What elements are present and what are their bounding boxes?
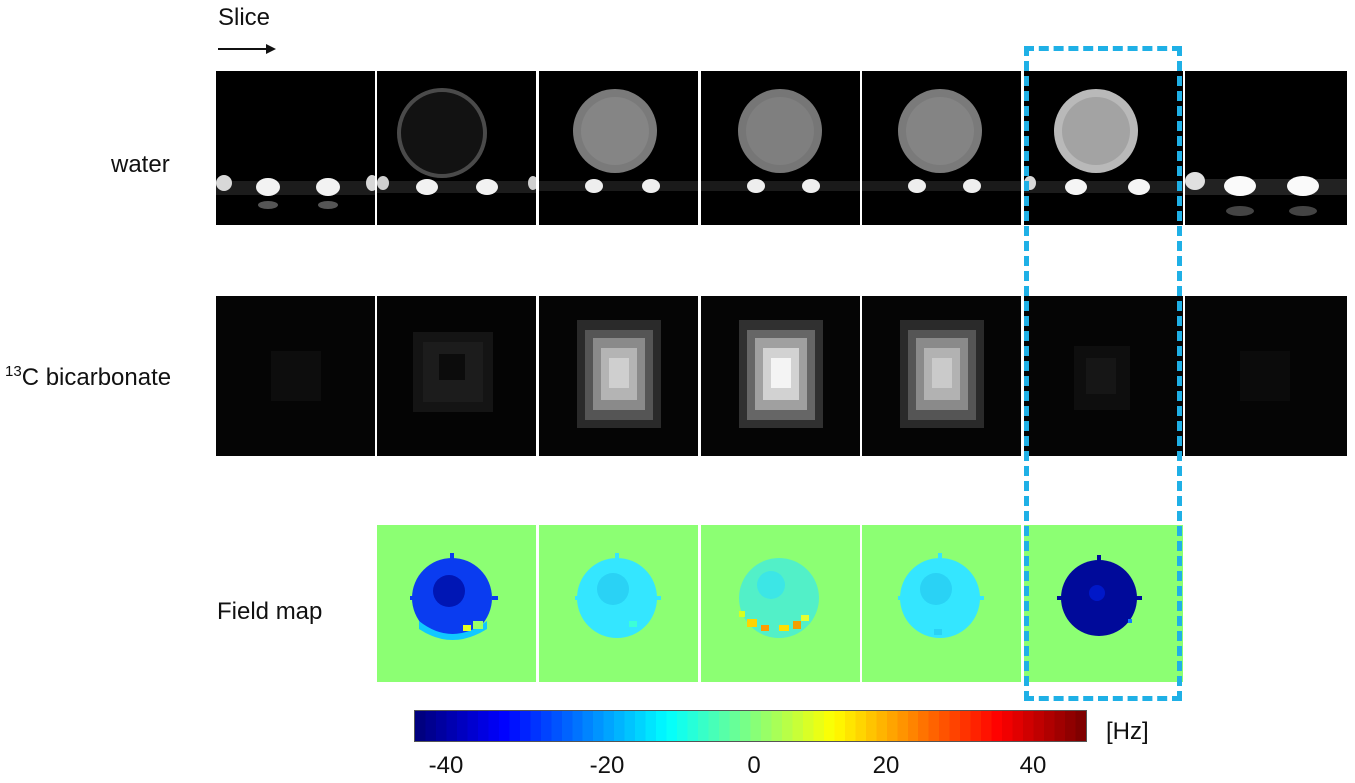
water-slice-7 <box>1185 71 1347 225</box>
field-map-slice-6 <box>1024 525 1183 682</box>
field-map-row-label: Field map <box>217 598 323 625</box>
bicarbonate-label-text: C bicarbonate <box>21 364 172 391</box>
bicarbonate-row-label: 13C bicarbonate <box>5 363 171 392</box>
slice-direction-arrow-icon <box>218 44 276 54</box>
bicarbonate-slice-4 <box>701 296 860 456</box>
bicarbonate-slice-1 <box>216 296 375 456</box>
field-map-colorbar <box>414 710 1087 742</box>
bicarbonate-slice-3 <box>539 296 698 456</box>
bicarbonate-slice-2 <box>377 296 536 456</box>
colorbar-unit: [Hz] <box>1106 718 1149 745</box>
colorbar-tick-label: -20 <box>589 752 625 779</box>
bicarbonate-slice-7 <box>1185 296 1347 456</box>
field-map-slice-5 <box>862 525 1021 682</box>
field-map-slice-3 <box>539 525 698 682</box>
water-slice-1 <box>216 71 375 225</box>
field-map-slice-4 <box>701 525 860 682</box>
water-slice-5 <box>862 71 1021 225</box>
colorbar-tick-label: 0 <box>747 752 761 779</box>
water-slice-3 <box>539 71 698 225</box>
water-slice-4 <box>701 71 860 225</box>
bicarbonate-slice-6 <box>1024 296 1183 456</box>
bicarbonate-slice-5 <box>862 296 1021 456</box>
colorbar-tick-label: 20 <box>872 752 900 779</box>
water-row-label: water <box>111 151 170 178</box>
water-slice-6 <box>1024 71 1183 225</box>
water-slice-2 <box>377 71 536 225</box>
highlighted-slice-box <box>1024 46 1182 701</box>
colorbar-tick-label: -40 <box>428 752 464 779</box>
field-map-slice-2 <box>377 525 536 682</box>
colorbar-tick-label: 40 <box>1019 752 1047 779</box>
isotope-superscript: 13 <box>5 363 22 380</box>
slice-label: Slice <box>218 4 271 31</box>
